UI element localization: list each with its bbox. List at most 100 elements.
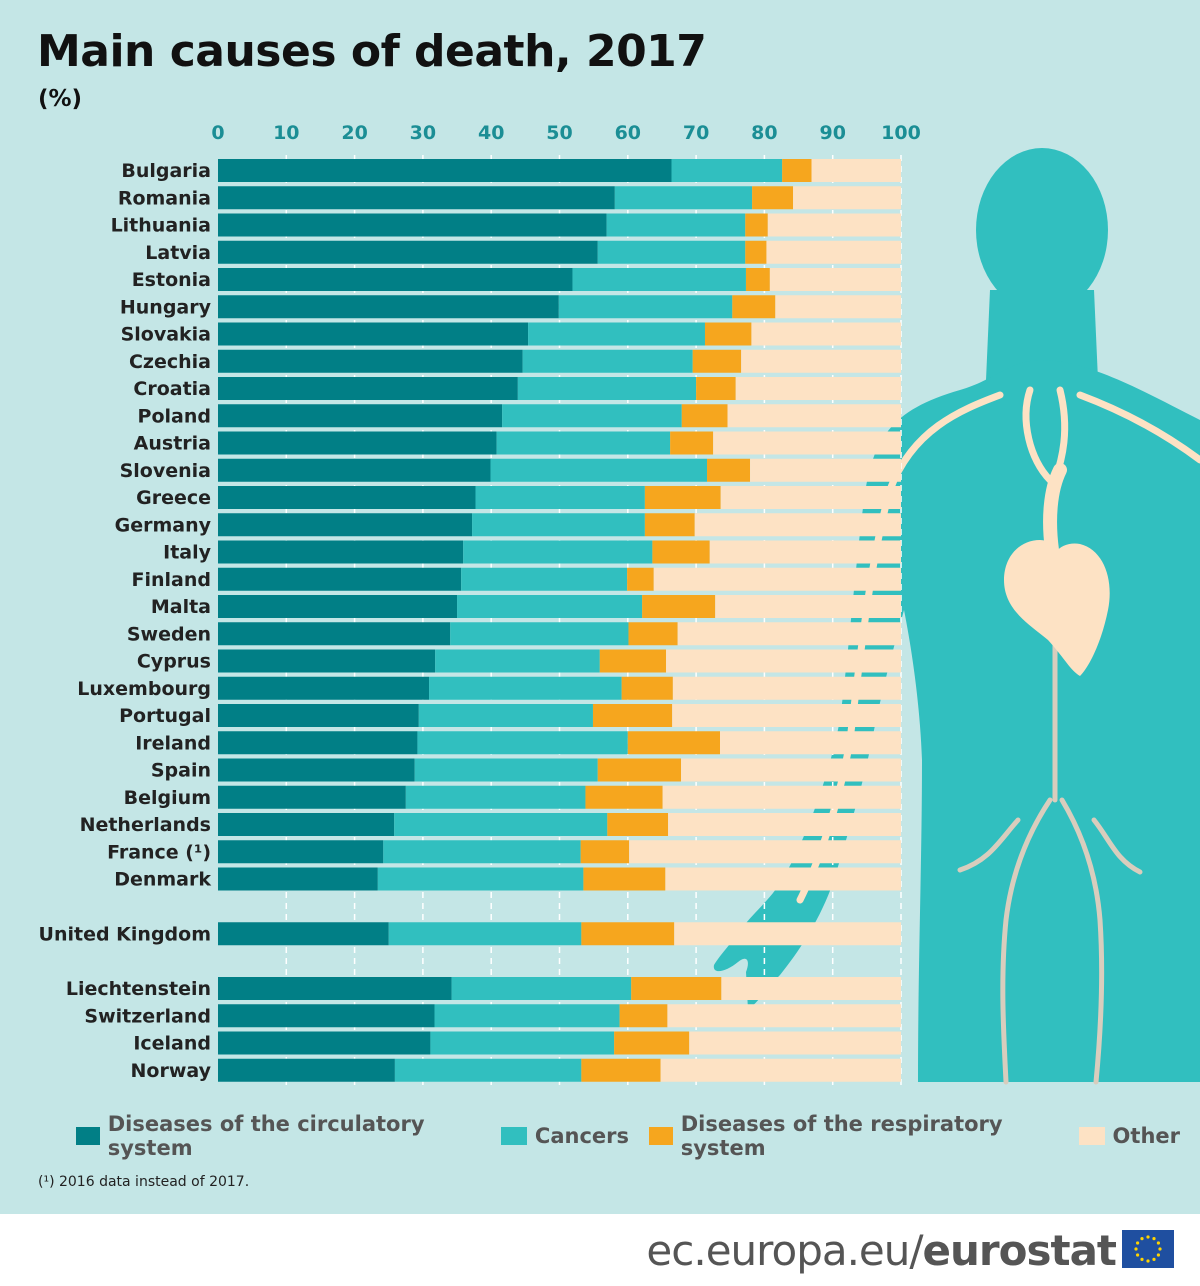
bar-segment	[475, 486, 645, 509]
legend-item-respiratory: Diseases of the respiratory system	[649, 1112, 1059, 1160]
bar-segment	[793, 186, 901, 210]
bar-segment	[709, 540, 901, 564]
category-label: Sweden	[127, 623, 211, 645]
category-label: Poland	[138, 405, 211, 427]
x-tick-label: 50	[546, 122, 572, 144]
category-label: Portugal	[119, 705, 211, 727]
bar-segment	[450, 622, 629, 646]
bar-segment	[218, 322, 529, 346]
bar-segment	[660, 1058, 901, 1082]
bar-segment	[692, 349, 742, 373]
site-prefix: ec.europa.eu/	[646, 1226, 923, 1275]
bar-segment	[720, 731, 901, 755]
bar-segment	[597, 240, 746, 264]
source-url[interactable]: ec.europa.eu/eurostat	[646, 1226, 1117, 1275]
bar-segment	[218, 540, 464, 564]
bar-segment	[405, 785, 586, 809]
bar-segment	[461, 567, 628, 591]
bar-segment	[642, 595, 716, 618]
bar-segment	[606, 213, 746, 237]
bar-segment	[218, 377, 518, 400]
bar-segment	[218, 186, 615, 210]
bar-segment	[383, 840, 581, 864]
bar-segment	[727, 404, 901, 428]
category-label: Austria	[134, 433, 211, 455]
stacked-bar-chart: 0 10 20 30 40 50 60 70 80 90 100 Bulgaria Romania Li…	[39, 122, 1200, 1086]
bar-segment	[681, 758, 901, 782]
bar-segment	[752, 186, 794, 210]
bar-segment	[472, 513, 645, 537]
bar-segment	[218, 622, 451, 646]
category-label: Cyprus	[137, 651, 211, 673]
x-tick-label: 70	[683, 122, 709, 144]
category-label: Spain	[151, 760, 211, 782]
chart-title: Main causes of death, 2017	[37, 26, 707, 77]
bar-segment	[745, 213, 768, 237]
legend-label-cancers: Cancers	[534, 1124, 629, 1148]
legend-swatch-cancers	[500, 1127, 527, 1145]
category-label: Denmark	[114, 869, 211, 891]
bar-segment	[502, 404, 682, 428]
bar-segment	[644, 486, 721, 509]
bar-segment	[490, 458, 708, 482]
category-label: Greece	[136, 487, 211, 509]
bar-segment	[429, 676, 622, 700]
bar-segment	[218, 704, 419, 727]
category-label: Hungary	[120, 296, 212, 318]
category-label: Ireland	[135, 732, 211, 754]
bar-segment	[218, 676, 430, 700]
bar-segment	[681, 404, 728, 428]
category-label: Netherlands	[80, 814, 211, 836]
bar-segment	[218, 458, 491, 482]
legend-item-circulatory: Diseases of the circulatory system	[76, 1112, 481, 1160]
bar-segment	[592, 704, 673, 727]
gridlines	[285, 155, 902, 1086]
x-tick-label: 40	[478, 122, 504, 144]
category-label: Switzerland	[84, 1005, 211, 1027]
legend-item-other: Other	[1078, 1124, 1180, 1148]
bar-segment	[671, 159, 783, 182]
bar-segment	[721, 977, 901, 1000]
bar-segment	[621, 676, 673, 700]
bar-segment	[707, 458, 751, 482]
legend-swatch-circulatory	[76, 1127, 100, 1145]
bar-segment	[522, 349, 693, 373]
bar-segment	[218, 595, 458, 618]
x-axis-ticks: 0 10 20 30 40 50 60 70 80 90 100	[211, 122, 920, 144]
category-label: Latvia	[145, 242, 211, 264]
bar-segment	[599, 649, 667, 673]
x-tick-label: 90	[819, 122, 845, 144]
legend: Diseases of the circulatory system Cance…	[76, 1112, 1200, 1160]
bar-segment	[435, 649, 600, 673]
category-label: Czechia	[129, 351, 211, 373]
bar-segment	[628, 622, 678, 646]
bar-segment	[627, 567, 654, 591]
category-label: Estonia	[132, 269, 211, 291]
x-tick-label: 80	[751, 122, 777, 144]
bar-segment	[732, 295, 776, 319]
x-tick-label: 10	[273, 122, 299, 144]
bar-segment	[720, 486, 901, 509]
bar-segment	[670, 431, 714, 455]
bar-segment	[662, 785, 901, 809]
x-tick-label: 0	[211, 122, 224, 144]
bar-segment	[572, 268, 746, 291]
bar-segment	[751, 322, 901, 346]
bar-segment	[735, 377, 901, 400]
bar-segment	[607, 813, 669, 836]
bar-segment	[558, 295, 733, 319]
legend-label-circulatory: Diseases of the circulatory system	[107, 1112, 425, 1160]
bar-segment	[689, 1031, 901, 1055]
category-label: Malta	[151, 596, 211, 618]
legend-item-cancers: Cancers	[500, 1124, 629, 1148]
bar-segment	[218, 867, 378, 891]
bar-segment	[451, 977, 632, 1000]
bar-segment	[631, 977, 722, 1000]
bar-segment	[218, 513, 473, 537]
bar-segment	[713, 431, 901, 455]
bar-segment	[715, 595, 901, 618]
x-tick-label: 60	[615, 122, 641, 144]
bar-segment	[666, 649, 901, 673]
bar-segment	[585, 785, 663, 809]
site-brand: eurostat	[922, 1226, 1117, 1275]
